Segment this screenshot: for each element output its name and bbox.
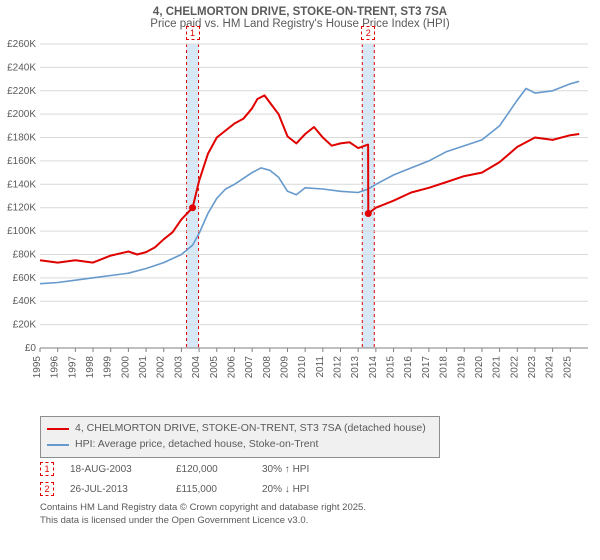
svg-text:£100K: £100K	[7, 226, 36, 237]
legend-item: 4, CHELMORTON DRIVE, STOKE-ON-TRENT, ST3…	[47, 421, 433, 437]
sale-delta: 30% ↑ HPI	[262, 464, 309, 475]
chart-container: 4, CHELMORTON DRIVE, STOKE-ON-TRENT, ST3…	[0, 0, 600, 560]
sale-events: 1 18-AUG-2003 £120,000 30% ↑ HPI 2 26-JU…	[40, 456, 309, 496]
svg-text:2006: 2006	[226, 356, 237, 379]
legend: 4, CHELMORTON DRIVE, STOKE-ON-TRENT, ST3…	[40, 416, 440, 458]
svg-text:2018: 2018	[439, 356, 450, 379]
svg-text:2011: 2011	[315, 356, 326, 378]
svg-text:2005: 2005	[209, 356, 220, 379]
legend-swatch	[47, 444, 69, 446]
svg-text:2013: 2013	[350, 356, 361, 379]
marker-label-1: 1	[186, 26, 200, 40]
legend-label: HPI: Average price, detached house, Stok…	[75, 437, 318, 453]
svg-text:2003: 2003	[173, 356, 184, 379]
svg-text:1995: 1995	[32, 356, 43, 379]
svg-text:2023: 2023	[527, 356, 538, 379]
footer: Contains HM Land Registry data © Crown c…	[40, 502, 366, 528]
svg-text:£240K: £240K	[7, 62, 36, 73]
svg-text:2010: 2010	[297, 356, 308, 379]
svg-text:2022: 2022	[509, 356, 520, 379]
svg-text:£160K: £160K	[7, 156, 36, 167]
marker-label-2: 2	[361, 26, 375, 40]
sale-delta: 20% ↓ HPI	[262, 484, 309, 495]
svg-text:£140K: £140K	[7, 179, 36, 190]
sale-price: £115,000	[176, 484, 246, 495]
sale-row: 2 26-JUL-2013 £115,000 20% ↓ HPI	[40, 476, 309, 496]
chart-title: 4, CHELMORTON DRIVE, STOKE-ON-TRENT, ST3…	[0, 6, 600, 18]
svg-text:2021: 2021	[492, 356, 503, 379]
svg-text:1999: 1999	[103, 356, 114, 379]
svg-text:£220K: £220K	[7, 86, 36, 97]
svg-text:2025: 2025	[562, 356, 573, 379]
svg-text:£80K: £80K	[13, 249, 37, 260]
svg-text:2007: 2007	[244, 356, 255, 379]
svg-text:£120K: £120K	[7, 203, 36, 214]
svg-text:£60K: £60K	[13, 273, 37, 284]
legend-swatch	[47, 428, 69, 430]
legend-label: 4, CHELMORTON DRIVE, STOKE-ON-TRENT, ST3…	[75, 421, 426, 437]
svg-text:2020: 2020	[474, 356, 485, 379]
svg-text:2014: 2014	[368, 356, 379, 379]
svg-text:£40K: £40K	[13, 296, 37, 307]
footer-line: This data is licensed under the Open Gov…	[40, 515, 366, 528]
sale-price: £120,000	[176, 464, 246, 475]
svg-text:2016: 2016	[403, 356, 414, 379]
marker-icon: 2	[40, 482, 54, 496]
legend-item: HPI: Average price, detached house, Stok…	[47, 437, 433, 453]
svg-text:£20K: £20K	[13, 320, 37, 331]
sale-row: 1 18-AUG-2003 £120,000 30% ↑ HPI	[40, 456, 309, 476]
svg-text:2009: 2009	[279, 356, 290, 379]
svg-text:£260K: £260K	[7, 39, 36, 50]
svg-text:2001: 2001	[138, 356, 149, 379]
svg-text:1996: 1996	[50, 356, 61, 379]
plot-area: £0£20K£40K£60K£80K£100K£120K£140K£160K£1…	[40, 44, 588, 404]
svg-text:1998: 1998	[85, 356, 96, 379]
svg-text:£180K: £180K	[7, 133, 36, 144]
sale-date: 26-JUL-2013	[70, 484, 160, 495]
svg-text:2017: 2017	[421, 356, 432, 379]
svg-text:2002: 2002	[156, 356, 167, 379]
svg-text:2004: 2004	[191, 356, 202, 379]
svg-text:£200K: £200K	[7, 109, 36, 120]
svg-text:2019: 2019	[456, 356, 467, 379]
marker-icon: 1	[40, 462, 54, 476]
svg-text:2000: 2000	[120, 356, 131, 379]
svg-text:£0: £0	[25, 343, 37, 354]
svg-text:2008: 2008	[262, 356, 273, 379]
chart-svg: £0£20K£40K£60K£80K£100K£120K£140K£160K£1…	[40, 44, 588, 404]
chart-subtitle: Price paid vs. HM Land Registry's House …	[0, 18, 600, 30]
svg-text:1997: 1997	[67, 356, 78, 379]
sale-date: 18-AUG-2003	[70, 464, 160, 475]
footer-line: Contains HM Land Registry data © Crown c…	[40, 502, 366, 515]
svg-text:2012: 2012	[333, 356, 344, 379]
svg-text:2024: 2024	[545, 356, 556, 379]
svg-text:2015: 2015	[386, 356, 397, 379]
titles: 4, CHELMORTON DRIVE, STOKE-ON-TRENT, ST3…	[0, 0, 600, 30]
